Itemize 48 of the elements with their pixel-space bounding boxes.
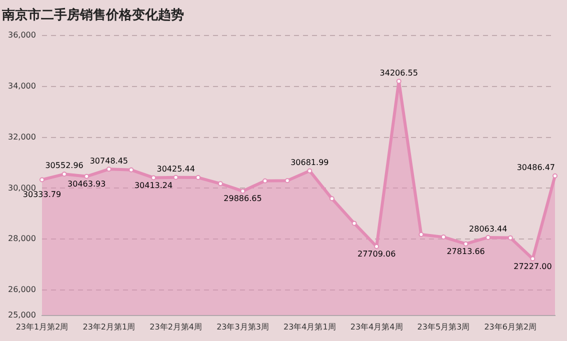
point xyxy=(39,177,44,182)
point xyxy=(84,174,90,179)
y-tick-label: 32,000 xyxy=(8,132,36,142)
point xyxy=(106,166,112,172)
y-tick-label: 26,000 xyxy=(8,285,36,294)
data-label: 30748.45 xyxy=(90,156,128,166)
data-label: 27813.66 xyxy=(446,246,485,256)
y-tick-label: 25,000 xyxy=(8,310,36,320)
point xyxy=(552,173,558,178)
x-tick-label: 23年4月第4周 xyxy=(350,322,403,332)
point xyxy=(307,168,312,174)
data-label: 27709.06 xyxy=(357,250,396,259)
chart-title: 南京市二手房销售价格变化趋势 xyxy=(1,7,184,24)
point xyxy=(463,241,468,246)
y-tick-label: 34,000 xyxy=(8,82,36,91)
data-label: 28063.44 xyxy=(469,224,508,234)
x-tick-label: 23年2月第1周 xyxy=(82,322,136,332)
data-label: 30681.99 xyxy=(290,158,329,167)
y-tick-label: 36,000 xyxy=(8,30,36,40)
point xyxy=(352,220,357,226)
point xyxy=(128,167,134,172)
data-label: 30425.44 xyxy=(156,164,195,174)
data-label: 30463.93 xyxy=(68,179,106,188)
data-label: 29886.65 xyxy=(224,194,262,204)
x-tick-label: 23年3月第3周 xyxy=(216,322,269,332)
point xyxy=(329,196,334,202)
point xyxy=(62,172,67,177)
point xyxy=(508,235,513,240)
point xyxy=(284,178,290,184)
y-tick-label: 30,000 xyxy=(8,183,36,192)
data-label: 30333.79 xyxy=(22,190,62,199)
x-tick-label: 23年5月第3周 xyxy=(417,322,470,332)
data-label: 30552.96 xyxy=(45,161,84,170)
point xyxy=(418,232,424,238)
x-tick-label: 23年2月第4周 xyxy=(150,322,202,332)
y-tick-label: 28,000 xyxy=(8,234,36,244)
point xyxy=(218,181,223,186)
x-tick-label: 23年1月第2周 xyxy=(16,322,68,332)
data-label: 30413.24 xyxy=(134,180,173,190)
point xyxy=(196,175,201,180)
data-label: 27227.00 xyxy=(514,262,552,271)
x-tick-label: 23年4月第1周 xyxy=(283,322,336,332)
data-label: 30486.47 xyxy=(516,162,555,172)
point xyxy=(173,174,178,180)
data-label: 34206.55 xyxy=(380,68,418,78)
point xyxy=(240,188,246,194)
point xyxy=(440,234,446,240)
x-tick-label: 23年6月第2周 xyxy=(484,322,537,332)
